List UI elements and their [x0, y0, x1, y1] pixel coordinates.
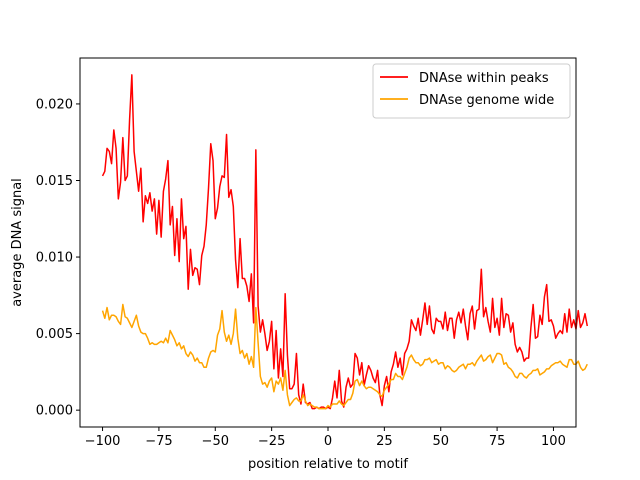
y-tick-label: 0.015 [36, 174, 73, 189]
y-tick-label: 0.005 [36, 327, 73, 342]
y-axis-label: average DNA signal [10, 178, 25, 307]
legend: DNAse within peaks DNAse genome wide [372, 63, 571, 119]
x-tick-label: 25 [376, 434, 393, 449]
series-layer [101, 74, 589, 410]
legend-label-2: DNAse genome wide [419, 93, 554, 108]
legend-box [372, 63, 571, 119]
x-tick-label: −75 [145, 434, 172, 449]
y-tick-label: 0.010 [36, 251, 73, 266]
y-tick-label: 0.020 [36, 97, 73, 112]
x-tick-label: 50 [432, 434, 449, 449]
series-line-2 [101, 303, 588, 410]
x-tick-label: 100 [541, 434, 566, 449]
x-axis-label: position relative to motif [248, 457, 408, 472]
legend-label-1: DNAse within peaks [419, 71, 549, 86]
x-axis: −100 −75 −50 −25 0 25 50 75 100 [85, 427, 566, 449]
x-tick-label: 75 [489, 434, 506, 449]
x-tick-label: −100 [85, 434, 121, 449]
x-tick-label: −25 [258, 434, 285, 449]
x-tick-label: 0 [324, 434, 332, 449]
y-axis: 0.000 0.005 0.010 0.015 0.020 [36, 97, 80, 419]
y-tick-label: 0.000 [36, 404, 73, 419]
series-line-1 [101, 74, 589, 410]
x-tick-label: −50 [202, 434, 229, 449]
